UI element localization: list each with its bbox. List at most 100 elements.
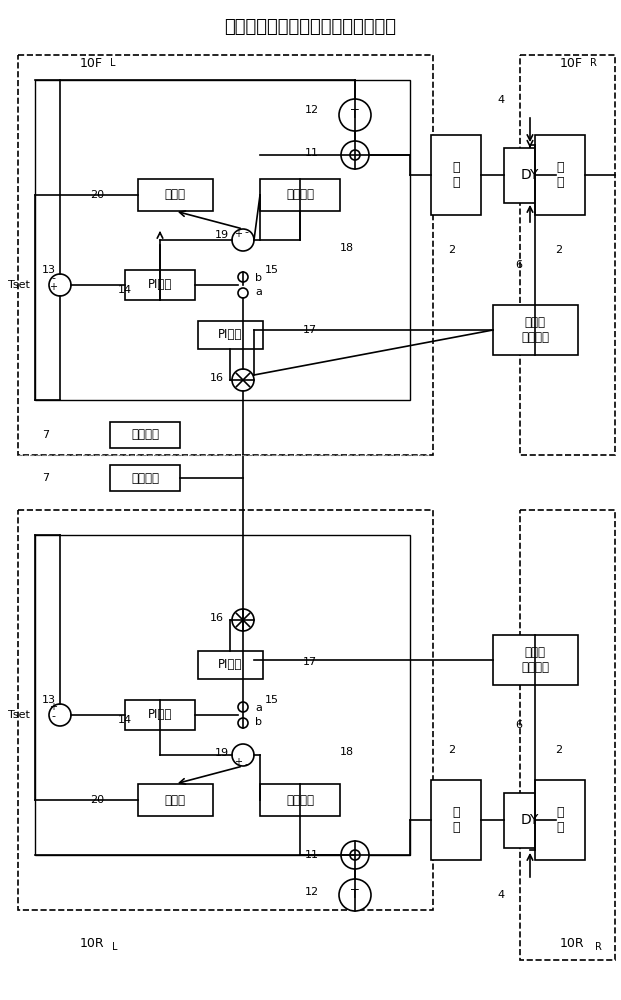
- Text: 10R: 10R: [560, 937, 584, 950]
- FancyBboxPatch shape: [492, 635, 578, 685]
- Text: 比值设定: 比值设定: [131, 428, 159, 442]
- Text: 16: 16: [210, 373, 224, 383]
- Text: 滚
筒: 滚 筒: [452, 806, 460, 834]
- Text: 14: 14: [118, 285, 132, 295]
- Text: 滚
筒: 滚 筒: [556, 806, 564, 834]
- Text: L: L: [110, 58, 116, 68]
- Text: T: T: [351, 888, 359, 902]
- Text: 2: 2: [448, 745, 455, 755]
- FancyBboxPatch shape: [110, 465, 180, 491]
- FancyBboxPatch shape: [125, 270, 195, 300]
- Text: b: b: [255, 717, 262, 727]
- Text: PI运算: PI运算: [148, 278, 172, 292]
- Text: 2: 2: [555, 245, 562, 255]
- Text: 测功机
控制装置: 测功机 控制装置: [521, 316, 549, 344]
- Text: 12: 12: [305, 887, 319, 897]
- FancyBboxPatch shape: [431, 780, 481, 860]
- Text: 15: 15: [265, 695, 279, 705]
- Text: +: +: [49, 282, 57, 292]
- Text: 20: 20: [90, 795, 104, 805]
- Text: 15: 15: [265, 265, 279, 275]
- Text: 2: 2: [448, 245, 455, 255]
- Text: 10F: 10F: [560, 57, 583, 70]
- Text: 13: 13: [42, 265, 56, 275]
- Circle shape: [49, 704, 71, 726]
- Text: 10R: 10R: [80, 937, 104, 950]
- Circle shape: [238, 272, 248, 282]
- Text: Tset: Tset: [8, 710, 30, 720]
- Text: 逆变器: 逆变器: [165, 794, 186, 806]
- FancyBboxPatch shape: [431, 135, 481, 215]
- Text: +: +: [234, 229, 242, 239]
- FancyBboxPatch shape: [197, 651, 263, 679]
- FancyBboxPatch shape: [535, 780, 585, 860]
- Circle shape: [341, 141, 369, 169]
- Circle shape: [49, 274, 71, 296]
- Circle shape: [339, 99, 371, 131]
- FancyBboxPatch shape: [110, 422, 180, 448]
- Text: 速度检测: 速度检测: [286, 188, 314, 202]
- Text: 测功机
控制装置: 测功机 控制装置: [521, 646, 549, 674]
- Circle shape: [339, 879, 371, 911]
- Text: 本发明的轮胎冷却控制装置的结构图: 本发明的轮胎冷却控制装置的结构图: [224, 18, 396, 36]
- Text: 12: 12: [305, 105, 319, 115]
- Text: 13: 13: [42, 695, 56, 705]
- Text: 14: 14: [118, 715, 132, 725]
- Text: 16: 16: [210, 613, 224, 623]
- Text: 2: 2: [555, 745, 562, 755]
- Text: L: L: [112, 942, 117, 952]
- Text: 6: 6: [515, 260, 522, 270]
- Text: 11: 11: [305, 850, 319, 860]
- Text: 11: 11: [305, 148, 319, 158]
- FancyBboxPatch shape: [137, 784, 212, 816]
- FancyBboxPatch shape: [535, 135, 585, 215]
- Text: 4: 4: [497, 890, 504, 900]
- Circle shape: [232, 369, 254, 391]
- Text: Tset: Tset: [8, 280, 30, 290]
- Text: 比值设定: 比值设定: [131, 472, 159, 485]
- Text: R: R: [590, 58, 597, 68]
- Text: -: -: [244, 227, 248, 237]
- Text: R: R: [595, 942, 602, 952]
- FancyBboxPatch shape: [260, 784, 340, 816]
- Circle shape: [238, 288, 248, 298]
- Text: 17: 17: [303, 657, 317, 667]
- Text: 17: 17: [303, 325, 317, 335]
- Text: b: b: [255, 273, 262, 283]
- Circle shape: [238, 718, 248, 728]
- Circle shape: [350, 850, 360, 860]
- Text: 18: 18: [340, 243, 354, 253]
- Circle shape: [350, 150, 360, 160]
- Text: a: a: [255, 287, 262, 297]
- Text: 滚
筒: 滚 筒: [452, 161, 460, 189]
- Circle shape: [232, 229, 254, 251]
- Text: PI运算: PI运算: [218, 658, 242, 672]
- Text: DY: DY: [521, 813, 539, 827]
- FancyBboxPatch shape: [197, 321, 263, 349]
- Text: 4: 4: [497, 95, 504, 105]
- Text: 7: 7: [42, 473, 49, 483]
- Text: 19: 19: [215, 748, 229, 758]
- Text: 7: 7: [42, 430, 49, 440]
- FancyBboxPatch shape: [260, 179, 340, 211]
- Text: PI运算: PI运算: [218, 328, 242, 342]
- Text: 6: 6: [515, 720, 522, 730]
- FancyBboxPatch shape: [137, 179, 212, 211]
- Text: 20: 20: [90, 190, 104, 200]
- Text: T: T: [351, 108, 359, 121]
- Text: 速度检测: 速度检测: [286, 794, 314, 806]
- FancyBboxPatch shape: [504, 792, 556, 848]
- FancyBboxPatch shape: [125, 700, 195, 730]
- FancyBboxPatch shape: [492, 305, 578, 355]
- Text: PI运算: PI运算: [148, 708, 172, 722]
- Text: 10F: 10F: [80, 57, 103, 70]
- Text: 滚
筒: 滚 筒: [556, 161, 564, 189]
- FancyBboxPatch shape: [504, 147, 556, 202]
- Text: 19: 19: [215, 230, 229, 240]
- Text: +: +: [234, 757, 242, 767]
- Circle shape: [232, 744, 254, 766]
- Text: -: -: [51, 711, 55, 721]
- Circle shape: [232, 609, 254, 631]
- Text: 18: 18: [340, 747, 354, 757]
- Circle shape: [341, 841, 369, 869]
